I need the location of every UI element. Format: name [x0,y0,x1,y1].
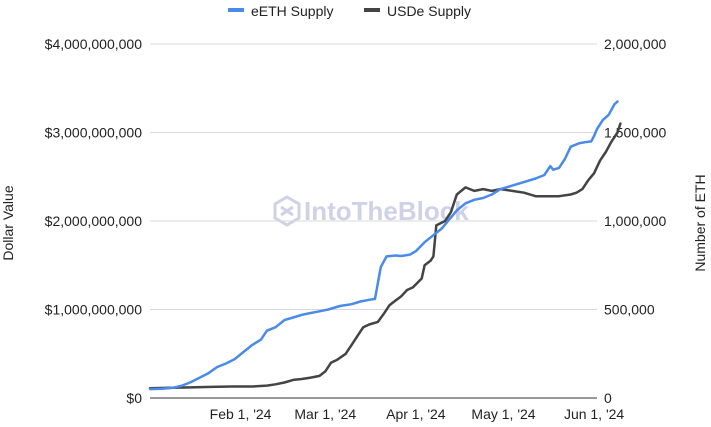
watermark-logo-icon [273,195,301,227]
right-tick-label: 0 [604,390,612,406]
left-tick-label: $3,000,000,000 [45,125,143,141]
legend-label-eeth: eETH Supply [251,3,333,19]
gridlines [150,43,597,310]
series [148,100,622,391]
right-axis-title: Number of ETH [692,174,708,271]
right-tick-label: 2,000,000 [604,36,666,52]
x-tick-label: Apr 1, '24 [386,406,446,422]
left-axis-title: Dollar Value [0,185,16,260]
legend-item-eeth[interactable]: eETH Supply [228,3,333,19]
left-tick-label: $0 [126,390,142,406]
left-tick-label: $1,000,000,000 [45,302,143,318]
x-tick-label: Mar 1, '24 [294,406,356,422]
x-tick-label: May 1, '24 [471,406,535,422]
left-tick-label: $2,000,000,000 [45,213,143,229]
series-line-eeth-supply [148,100,619,391]
right-tick-label: 1,000,000 [604,213,666,229]
left-tick-label: $4,000,000,000 [45,36,143,52]
legend: eETH Supply USDe Supply [228,3,471,19]
legend-swatch-eeth [228,8,244,12]
right-tick-label: 500,000 [604,302,655,318]
series-line-usde-supply [148,122,622,390]
x-axis-ticks: Feb 1, '24 Mar 1, '24 Apr 1, '24 May 1, '24… [210,406,625,422]
legend-swatch-usde [364,8,380,12]
left-axis-ticks: $0 $1,000,000,000 $2,000,000,000 $3,000,000… [45,36,143,406]
legend-item-usde[interactable]: USDe Supply [364,3,471,19]
x-tick-label: Jun 1, '24 [564,406,624,422]
legend-label-usde: USDe Supply [387,3,471,19]
x-tick-label: Feb 1, '24 [210,406,272,422]
